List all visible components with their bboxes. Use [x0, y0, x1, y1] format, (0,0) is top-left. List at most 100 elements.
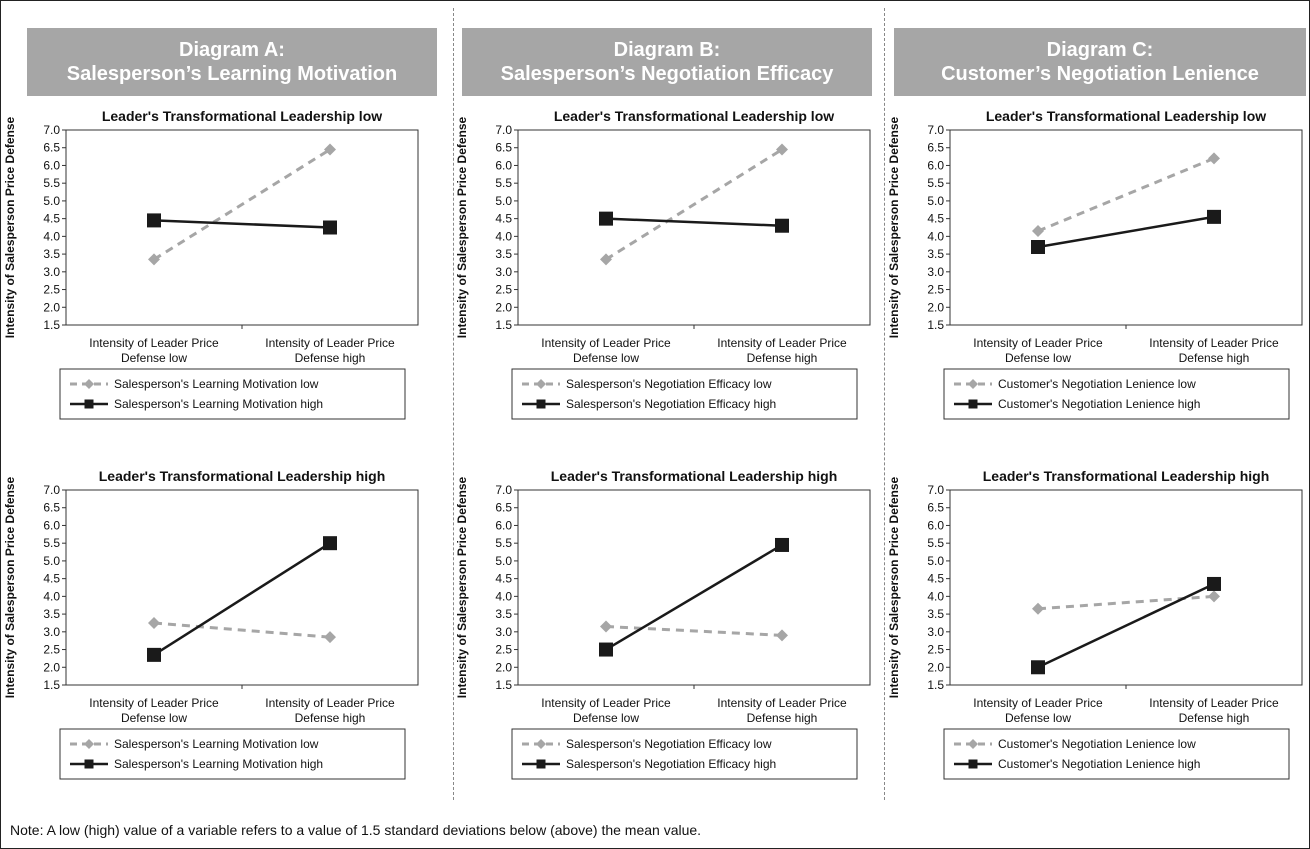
series-high-point: [147, 213, 161, 228]
panel-separator-ab: [453, 8, 454, 800]
diagram-c-label: Diagram C:: [1046, 39, 1154, 61]
y-tick-label: 6.5: [43, 501, 60, 515]
legend-high-label: Salesperson's Negotiation Efficacy high: [566, 397, 776, 411]
legend-low-label: Salesperson's Learning Motivation low: [114, 737, 319, 751]
series-low-line: [153, 148, 331, 261]
series-high-point: [1031, 240, 1045, 254]
x-category-label: Intensity of Leader Price Defense low: [89, 696, 219, 725]
y-tick-label: 5.5: [43, 176, 60, 190]
series-low-point: [1032, 602, 1044, 615]
y-tick-label: 4.5: [927, 572, 944, 586]
series-low-line: [153, 621, 331, 639]
series-high-line: [153, 542, 331, 656]
y-tick-label: 7.0: [43, 483, 60, 497]
y-tick-label: 6.0: [43, 518, 60, 532]
series-low-point: [1032, 225, 1044, 238]
series-high-point: [323, 220, 337, 235]
chart-a-low: Leader's Transformational Leadership low…: [3, 108, 419, 420]
chart-title: Leader's Transformational Leadership hig…: [99, 468, 386, 484]
y-tick-label: 1.5: [495, 678, 512, 692]
series-low-point: [776, 629, 788, 642]
chart-title: Leader's Transformational Leadership low: [554, 108, 834, 124]
diagram-b-header: Diagram B: Salesperson’s Negotiation Eff…: [462, 28, 872, 96]
y-tick-label: 7.0: [43, 123, 60, 137]
y-tick-label: 7.0: [495, 483, 512, 497]
legend-box: [943, 728, 1290, 780]
y-tick-label: 6.0: [927, 518, 944, 532]
y-tick-label: 2.5: [495, 283, 512, 297]
y-tick-label: 1.5: [495, 318, 512, 332]
series-low-point: [324, 631, 336, 644]
series-high-line: [1037, 215, 1215, 249]
x-category-label: Intensity of Leader Price Defense low: [973, 336, 1103, 365]
y-tick-label: 2.5: [43, 643, 60, 657]
legend-low-marker: [84, 739, 94, 749]
y-tick-label: 4.0: [927, 229, 944, 243]
series-low-point: [1208, 590, 1220, 603]
y-tick-label: 5.5: [495, 176, 512, 190]
y-tick-label: 5.0: [927, 554, 944, 568]
x-category-label: Intensity of Leader Price Defense low: [973, 696, 1103, 725]
y-tick-label: 3.5: [495, 607, 512, 621]
y-tick-label: 3.5: [43, 607, 60, 621]
y-tick-label: 2.0: [43, 660, 60, 674]
y-tick-label: 5.5: [495, 536, 512, 550]
legend-low-label: Customer's Negotiation Lenience low: [998, 737, 1196, 751]
legend-low-marker: [536, 739, 546, 749]
y-tick-label: 2.5: [927, 643, 944, 657]
legend-box: [943, 368, 1290, 420]
y-tick-label: 3.5: [43, 247, 60, 261]
chart-title: Leader's Transformational Leadership low: [986, 108, 1266, 124]
y-tick-label: 6.0: [495, 518, 512, 532]
series-low-point: [600, 253, 612, 266]
y-tick-label: 7.0: [927, 483, 944, 497]
legend-box: [511, 368, 858, 420]
legend-low-label: Salesperson's Learning Motivation low: [114, 377, 319, 391]
plot-area: [65, 129, 419, 326]
y-tick-label: 7.0: [495, 123, 512, 137]
y-tick-label: 4.0: [495, 589, 512, 603]
series-high-point: [1207, 209, 1221, 224]
series-high-line: [605, 543, 783, 651]
series-low-point: [600, 620, 612, 633]
series-low-line: [605, 148, 783, 261]
y-tick-label: 5.0: [495, 194, 512, 208]
y-axis-label: Intensity of Salesperson Price Defense: [887, 476, 901, 698]
series-high-line: [1037, 582, 1215, 669]
series-high-point: [775, 537, 789, 552]
legend-high-marker: [968, 399, 978, 409]
y-tick-label: 1.5: [43, 678, 60, 692]
chart-title: Leader's Transformational Leadership hig…: [551, 468, 838, 484]
x-category-label: Intensity of Leader Price Defense low: [541, 696, 671, 725]
y-tick-label: 7.0: [927, 123, 944, 137]
series-high-point: [147, 647, 161, 662]
chart-title: Leader's Transformational Leadership hig…: [983, 468, 1270, 484]
y-tick-label: 5.0: [927, 194, 944, 208]
legend-low-label: Salesperson's Negotiation Efficacy low: [566, 737, 772, 751]
diagram-c-subtitle: Customer’s Negotiation Lenience: [941, 63, 1259, 85]
y-tick-label: 3.0: [927, 625, 944, 639]
diagram-b-label: Diagram B:: [613, 39, 721, 61]
series-high-point: [323, 536, 337, 551]
y-tick-label: 3.5: [927, 247, 944, 261]
chart-b-low: Leader's Transformational Leadership low…: [455, 108, 871, 420]
legend-high-label: Salesperson's Learning Motivation high: [114, 397, 323, 411]
y-tick-label: 6.0: [927, 158, 944, 172]
x-category-label: Intensity of Leader Price Defense high: [717, 696, 847, 725]
series-high-point: [599, 211, 613, 226]
legend-high-label: Salesperson's Negotiation Efficacy high: [566, 757, 776, 771]
y-tick-label: 2.0: [927, 300, 944, 314]
y-tick-label: 2.0: [495, 660, 512, 674]
y-tick-label: 6.5: [495, 141, 512, 155]
x-category-label: Intensity of Leader Price Defense high: [1149, 336, 1279, 365]
chart-a-high: Leader's Transformational Leadership hig…: [3, 468, 419, 780]
y-tick-label: 5.5: [927, 536, 944, 550]
y-tick-label: 6.0: [495, 158, 512, 172]
y-tick-label: 4.5: [43, 212, 60, 226]
y-axis-label: Intensity of Salesperson Price Defense: [3, 116, 17, 338]
legend-low-marker: [84, 379, 94, 389]
y-tick-label: 4.5: [495, 572, 512, 586]
y-tick-label: 3.0: [927, 265, 944, 279]
legend-box: [59, 728, 406, 780]
legend-box: [59, 368, 406, 420]
